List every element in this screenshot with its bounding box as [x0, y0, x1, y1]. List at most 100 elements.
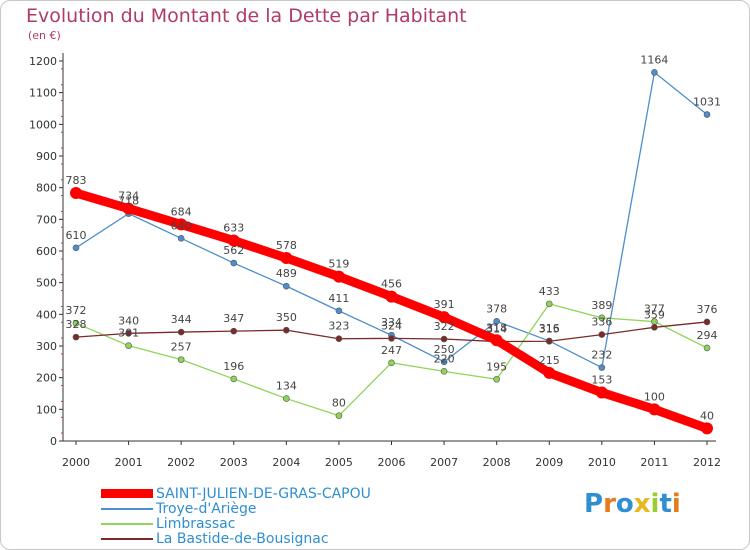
- data-label: 40: [700, 409, 714, 422]
- data-point: [385, 290, 398, 303]
- x-tick-label: 2011: [640, 456, 668, 469]
- data-label: 350: [276, 311, 297, 324]
- data-point: [703, 344, 711, 352]
- data-label: 334: [381, 316, 402, 329]
- x-tick-label: 2002: [167, 456, 195, 469]
- y-tick-label: 700: [36, 213, 57, 226]
- data-label: 247: [381, 344, 402, 357]
- data-label: 232: [591, 349, 612, 362]
- data-point: [122, 202, 135, 215]
- data-point: [230, 375, 238, 383]
- logo-letter: o: [615, 489, 634, 519]
- data-label: 783: [66, 174, 87, 187]
- data-label: 80: [332, 397, 346, 410]
- data-label: 316: [539, 322, 560, 335]
- data-label: 562: [223, 244, 244, 257]
- y-tick-label: 1000: [29, 118, 57, 131]
- data-point: [388, 359, 395, 367]
- data-point: [703, 111, 711, 118]
- data-label: 718: [118, 195, 139, 208]
- data-point: [175, 218, 188, 231]
- data-label: 633: [223, 222, 244, 235]
- data-point: [72, 333, 80, 341]
- data-label: 315: [539, 322, 560, 335]
- data-label: 411: [328, 292, 349, 305]
- data-label: 376: [697, 303, 718, 316]
- y-tick-label: 400: [36, 308, 57, 321]
- data-label: 610: [66, 229, 87, 242]
- data-label: 389: [591, 299, 612, 312]
- y-tick-label: 100: [36, 403, 57, 416]
- data-label: 318: [486, 321, 507, 334]
- data-label: 433: [539, 285, 560, 298]
- data-label: 347: [223, 312, 244, 325]
- data-point: [598, 364, 606, 371]
- data-point: [332, 270, 345, 283]
- legend-swatch: [101, 508, 153, 510]
- data-label: 257: [171, 341, 192, 354]
- data-label: 489: [276, 267, 297, 280]
- data-label: 684: [171, 205, 192, 218]
- data-label: 100: [644, 390, 665, 403]
- logo-letter: P: [584, 489, 604, 519]
- legend-item: Limbrassac: [101, 516, 431, 532]
- data-label: 640: [171, 219, 192, 232]
- data-point: [177, 235, 185, 242]
- data-point: [280, 251, 293, 264]
- data-point: [701, 422, 713, 435]
- data-point: [440, 335, 448, 343]
- data-label: 323: [328, 320, 349, 333]
- x-tick-label: 2005: [325, 456, 353, 469]
- data-point: [335, 412, 343, 419]
- data-label: 340: [118, 314, 139, 327]
- data-point: [545, 300, 553, 308]
- data-point: [543, 366, 556, 379]
- data-point: [545, 337, 553, 345]
- x-tick-label: 2004: [272, 456, 300, 469]
- x-tick-label: 2008: [483, 456, 511, 469]
- data-label: 220: [434, 352, 455, 365]
- x-tick-label: 2001: [115, 456, 143, 469]
- data-point: [125, 342, 132, 349]
- y-tick-label: 0: [50, 435, 57, 448]
- data-label: 578: [276, 239, 297, 252]
- y-tick-label: 1100: [29, 87, 57, 100]
- data-point: [335, 307, 343, 315]
- data-point: [283, 326, 290, 334]
- data-label: 336: [591, 316, 612, 329]
- data-point: [230, 327, 238, 335]
- data-label: 1164: [640, 53, 668, 66]
- data-point: [283, 282, 290, 290]
- data-label: 134: [276, 380, 297, 393]
- data-label: 377: [644, 303, 665, 316]
- data-label: 322: [434, 320, 455, 333]
- data-point: [651, 324, 658, 331]
- data-label: 1031: [693, 96, 721, 109]
- data-label: 456: [381, 278, 402, 291]
- data-point: [440, 358, 448, 366]
- y-tick-label: 300: [36, 340, 57, 353]
- logo-letter: r: [603, 489, 616, 519]
- data-point: [72, 244, 80, 252]
- data-point: [70, 187, 82, 200]
- legend-item: Troye-d'Ariège: [101, 501, 431, 517]
- data-point: [490, 334, 503, 347]
- y-tick-label: 200: [36, 372, 57, 385]
- legend-swatch: [101, 523, 153, 525]
- data-point: [438, 311, 451, 324]
- data-label: 294: [697, 329, 718, 342]
- unit-label: (en €): [28, 29, 61, 42]
- data-label: 734: [118, 190, 139, 203]
- data-label: 344: [171, 313, 192, 326]
- x-tick-label: 2006: [378, 456, 406, 469]
- data-label: 359: [644, 308, 665, 321]
- data-label: 328: [66, 318, 87, 331]
- data-point: [283, 395, 290, 402]
- data-point: [177, 328, 185, 336]
- x-tick-label: 2009: [535, 456, 563, 469]
- data-label: 196: [223, 360, 244, 373]
- legend-swatch: [101, 538, 153, 540]
- data-point: [227, 234, 240, 247]
- data-label: 314: [486, 323, 507, 336]
